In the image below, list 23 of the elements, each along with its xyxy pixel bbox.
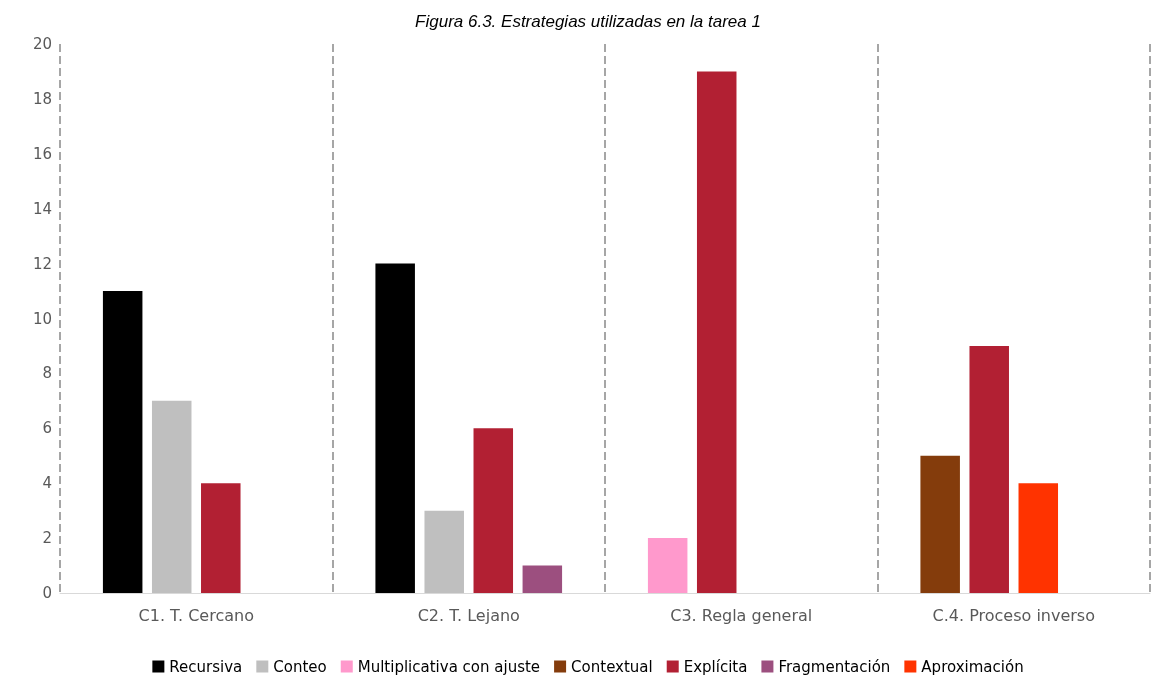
x-tick-label: C.4. Proceso inverso <box>932 605 1095 625</box>
y-tick-label: 4 <box>42 474 52 493</box>
y-tick-label: 10 <box>32 309 52 328</box>
y-tick-label: 2 <box>42 529 52 548</box>
x-tick-label: C3. Regla general <box>670 605 813 625</box>
legend-label: Recursiva <box>169 657 243 676</box>
legend-label: Explícita <box>683 657 748 676</box>
legend-label: Conteo <box>273 657 327 676</box>
legend-label: Fragmentación <box>778 657 891 676</box>
x-tick-label: C2. T. Lejano <box>417 605 520 625</box>
y-tick-label: 6 <box>42 419 52 438</box>
y-tick-label: 18 <box>32 89 52 108</box>
chart-title: Figura 6.3. Estrategias utilizadas en la tarea 1 <box>415 12 761 31</box>
y-tick-label: 14 <box>32 199 52 218</box>
y-tick-label: 0 <box>42 584 52 602</box>
legend-label: Contextual <box>571 657 653 676</box>
y-tick-label: 16 <box>32 144 52 163</box>
y-tick-label: 8 <box>42 364 52 383</box>
y-tick-label: 20 <box>32 35 52 53</box>
legend-label: Aproximación <box>921 657 1024 676</box>
legend-label: Multiplicativa con ajuste <box>357 657 541 676</box>
y-tick-label: 12 <box>32 254 52 273</box>
x-tick-label: C1. T. Cercano <box>138 605 254 625</box>
